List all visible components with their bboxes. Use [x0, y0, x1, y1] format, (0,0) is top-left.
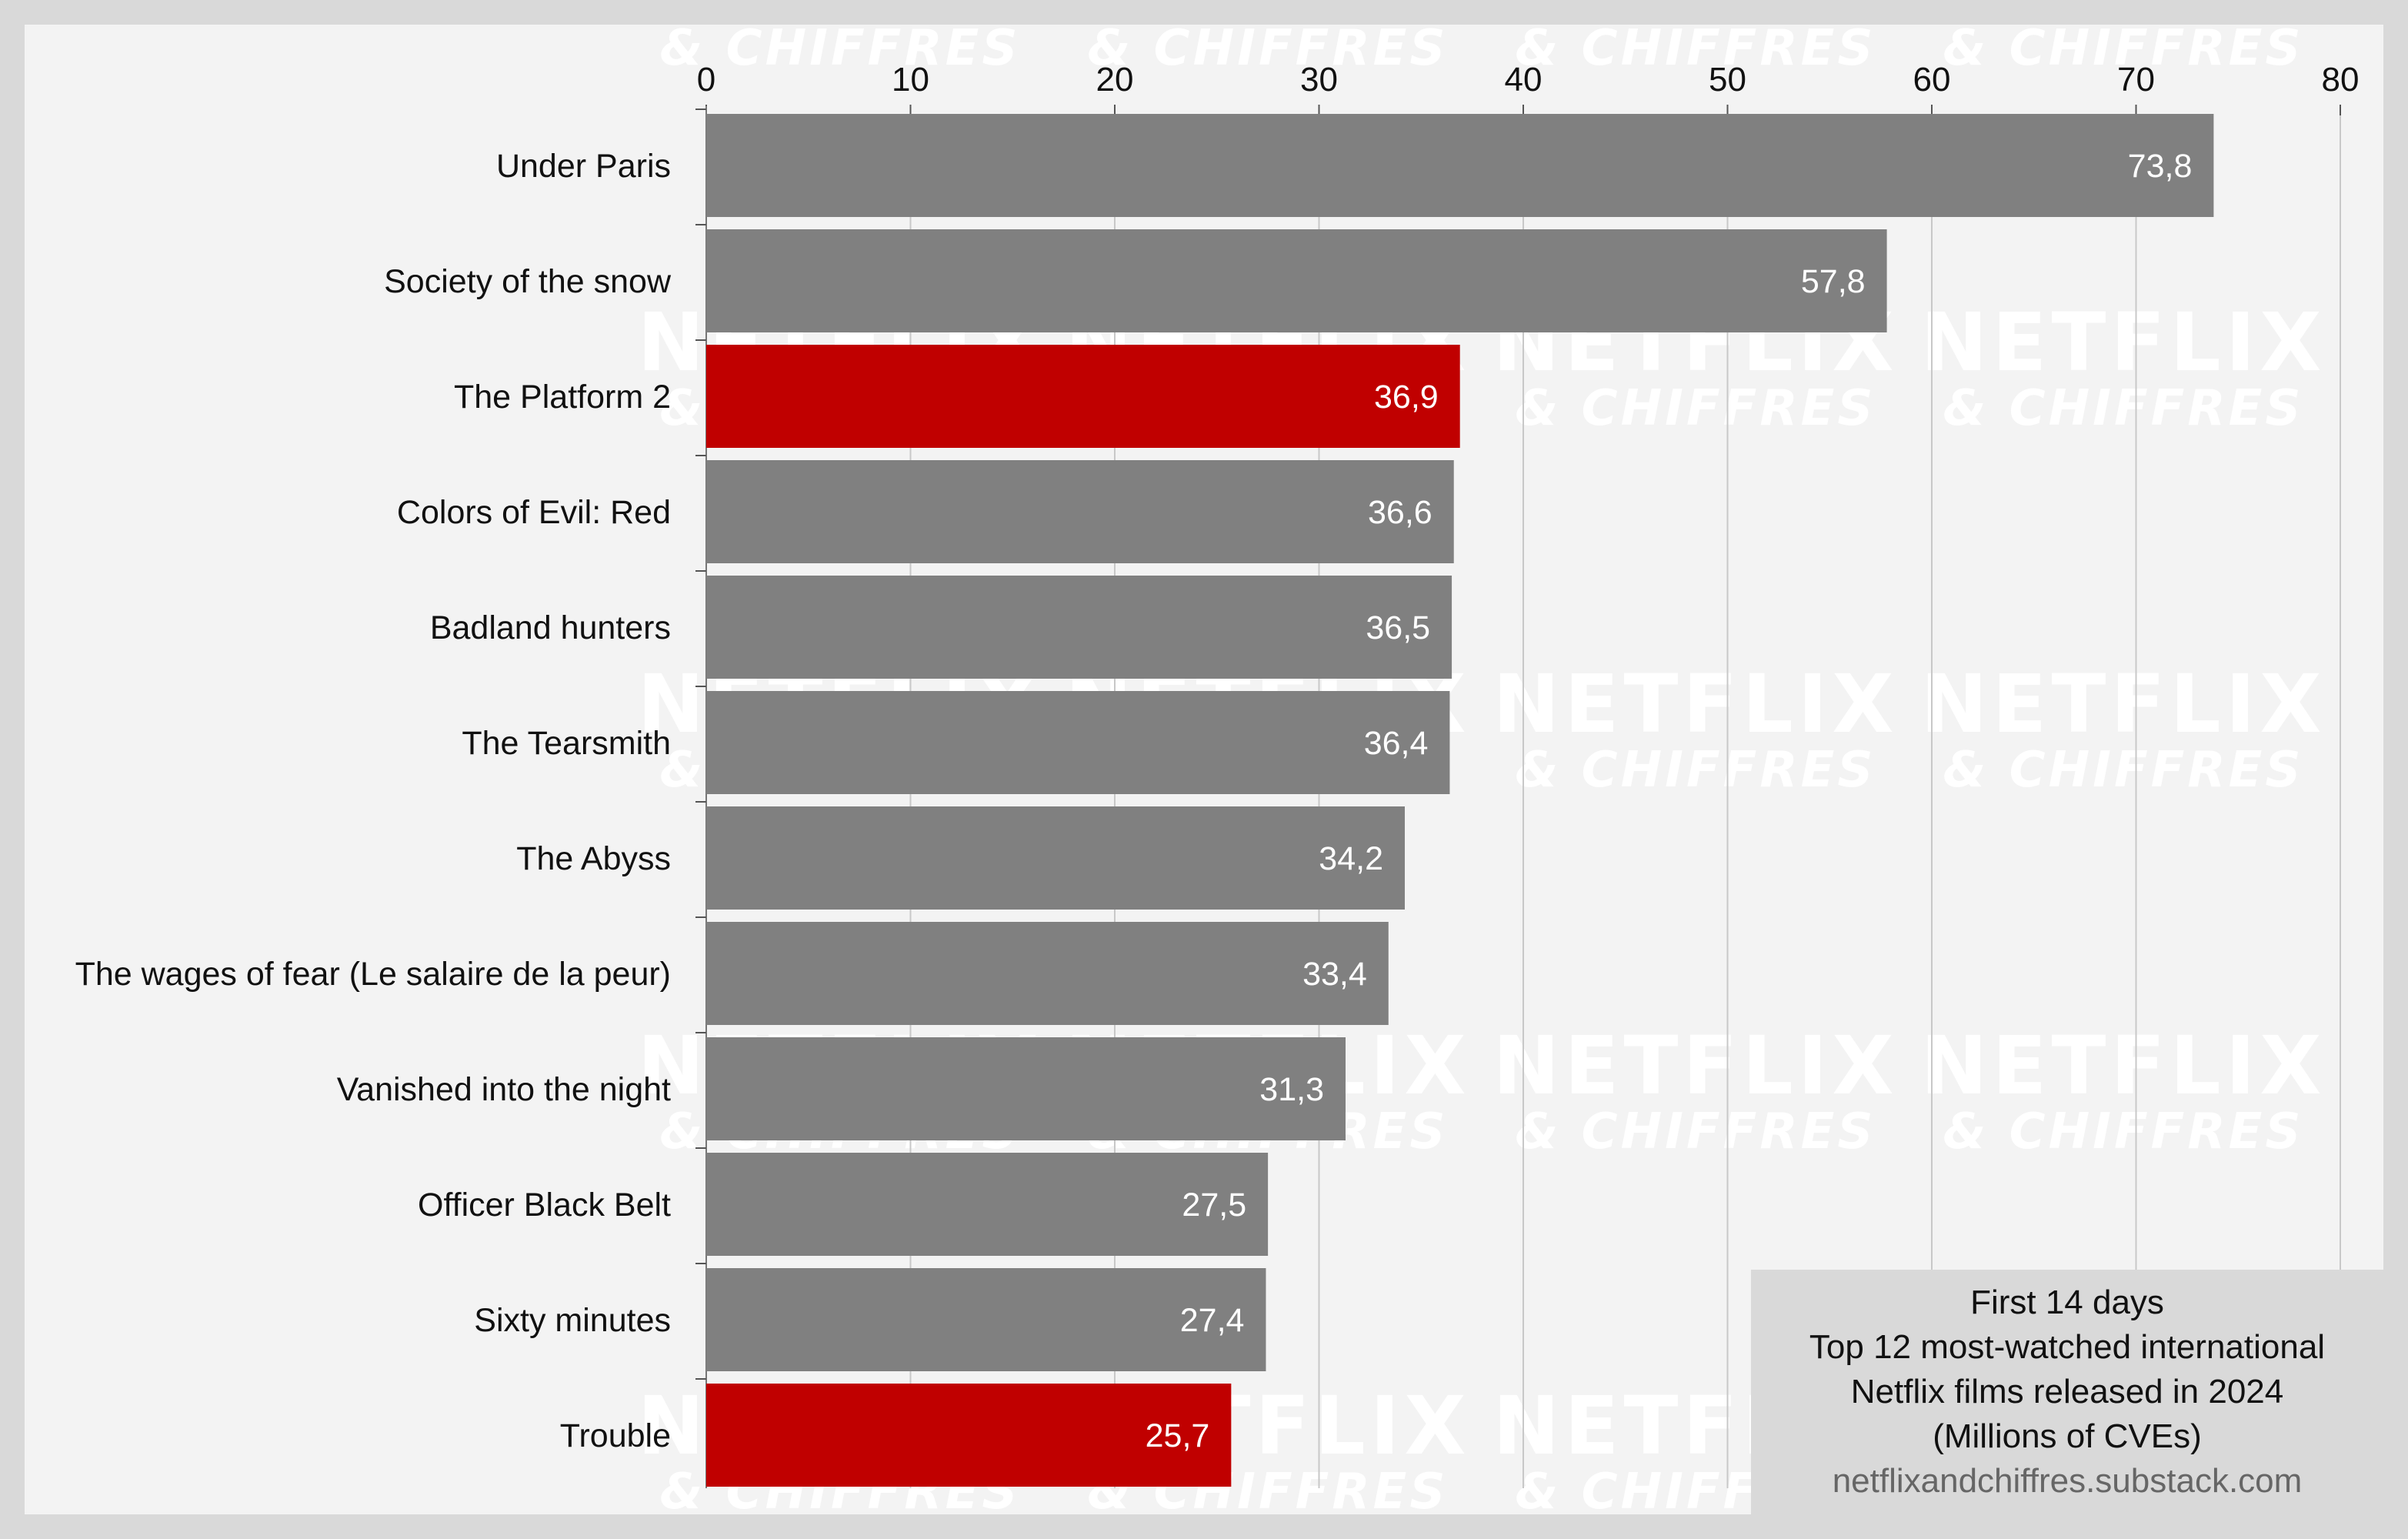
watermark-logo: & CHIFFRES: [1943, 25, 2304, 77]
value-labels: 73,8 57,8 36,9 36,6 36,5 36,4 34,2 33,4 31,3 27,5…: [1146, 148, 2193, 1454]
category-label: The Platform 2: [454, 379, 671, 416]
watermark-logo: NETFLIX: [1920, 25, 2326, 29]
x-tick-label: 70: [2117, 61, 2155, 98]
value-label: 36,6: [1368, 494, 1432, 531]
bar: [706, 691, 1450, 794]
watermark-logo: & CHIFFRES: [1516, 380, 1876, 437]
x-tick-label: 10: [892, 61, 929, 98]
info-line-period: First 14 days: [1970, 1284, 2164, 1321]
watermark-logo: & CHIFFRES: [660, 25, 1021, 77]
category-label: The wages of fear (Le salaire de la peur…: [75, 956, 671, 993]
watermark-logo: & CHIFFRES: [1516, 25, 1876, 77]
x-tick-label: 80: [2322, 61, 2360, 98]
x-tick-label: 40: [1505, 61, 1543, 98]
value-label: 36,5: [1366, 609, 1430, 646]
watermark-logo: NETFLIX: [1492, 25, 1898, 29]
watermark-logo: NETFLIX: [1920, 295, 2326, 389]
bar: [706, 1037, 1346, 1140]
watermark-logo: NETFLIX: [1492, 657, 1898, 751]
watermark-logo: NETFLIX: [637, 25, 1042, 29]
category-label: Vanished into the night: [337, 1071, 671, 1108]
bar: [706, 1268, 1266, 1371]
category-label: Officer Black Belt: [418, 1187, 671, 1224]
category-label: Trouble: [560, 1417, 671, 1454]
value-label: 27,5: [1182, 1187, 1246, 1224]
bar: [706, 806, 1406, 910]
watermark-logo: NETFLIX: [1920, 657, 2326, 751]
x-tick-label: 30: [1300, 61, 1338, 98]
bars: [695, 108, 2214, 1487]
value-label: 57,8: [1801, 263, 1866, 300]
category-label: Under Paris: [496, 148, 671, 185]
watermark-logo: & CHIFFRES: [1516, 1103, 1876, 1160]
info-line-subtitle: Netflix films released in 2024: [1850, 1373, 2284, 1410]
category-label: Sixty minutes: [474, 1302, 671, 1339]
watermark-logo: & CHIFFRES: [1943, 1103, 2304, 1160]
category-label: Badland hunters: [430, 609, 671, 646]
bar: [706, 229, 1887, 332]
x-tick-label: 0: [697, 61, 715, 98]
info-box: First 14 days Top 12 most-watched intern…: [1751, 1270, 2383, 1514]
info-line-unit: (Millions of CVEs): [1933, 1417, 2202, 1455]
watermark-logo: & CHIFFRES: [1943, 742, 2304, 799]
gridlines: [705, 105, 2341, 1488]
bar: [706, 345, 1460, 448]
category-label: The Abyss: [516, 840, 671, 877]
x-axis-ticks: 0 10 20 30 40 50 60 70 80: [697, 61, 2360, 98]
value-label: 31,3: [1259, 1071, 1324, 1108]
value-label: 36,9: [1374, 379, 1439, 416]
watermark-logo: NETFLIX: [1920, 1019, 2326, 1113]
watermark-logo: & CHIFFRES: [1516, 742, 1876, 799]
watermark-logo: & CHIFFRES: [1943, 380, 2304, 437]
category-labels: Under Paris Society of the snow The Platfo…: [75, 148, 672, 1454]
value-label: 73,8: [2128, 148, 2193, 185]
x-tick-label: 20: [1096, 61, 1134, 98]
value-label: 34,2: [1319, 840, 1383, 877]
value-label: 27,4: [1180, 1302, 1245, 1339]
category-label: Society of the snow: [384, 263, 672, 300]
value-label: 36,4: [1364, 725, 1429, 762]
watermark-logo: NETFLIX: [1065, 25, 1470, 29]
source-link[interactable]: netflixandchiffres.substack.com: [1832, 1462, 2303, 1500]
bar: [706, 1384, 1232, 1487]
watermark-logo: NETFLIX: [1492, 1019, 1898, 1113]
value-label: 33,4: [1302, 956, 1367, 993]
bar: [706, 576, 1452, 679]
bar: [706, 1153, 1269, 1256]
category-label: The Tearsmith: [462, 725, 671, 762]
x-tick-label: 50: [1709, 61, 1746, 98]
category-label: Colors of Evil: Red: [397, 494, 671, 531]
watermark-logo: & CHIFFRES: [1088, 25, 1449, 77]
bar: [706, 922, 1389, 1025]
value-label: 25,7: [1146, 1417, 1210, 1454]
x-tick-label: 60: [1913, 61, 1951, 98]
bar: [706, 460, 1454, 563]
info-line-title: Top 12 most-watched international: [1809, 1328, 2326, 1366]
bar: [706, 114, 2214, 217]
